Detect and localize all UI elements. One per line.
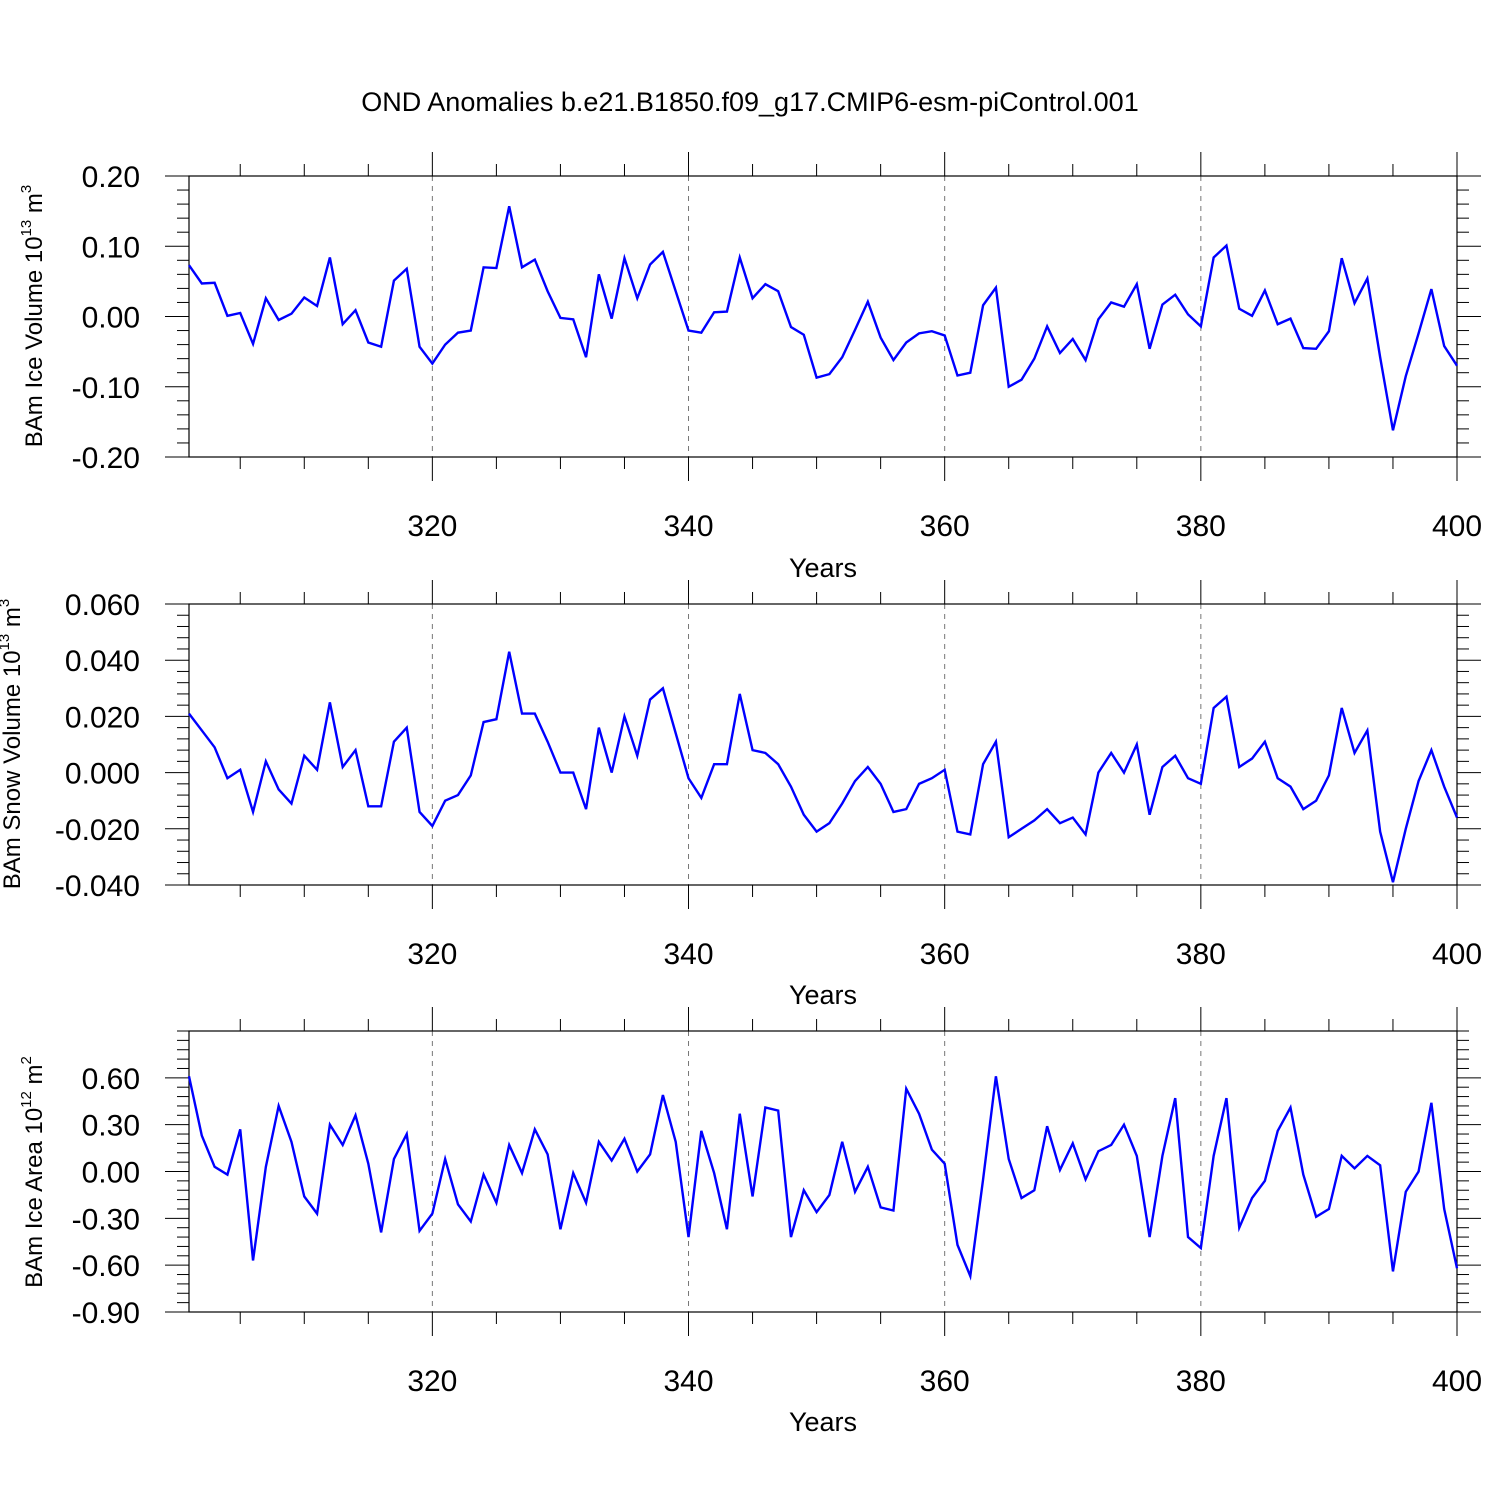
- x-tick-labels: 320 340 360 380 400: [407, 510, 1482, 543]
- x-tick-label: 320: [407, 1365, 457, 1398]
- x-axis-label: Years: [789, 1407, 857, 1437]
- x-tick-label: 380: [1176, 938, 1226, 971]
- panel-snow-volume: -0.040 -0.020 0.000 0.020 0.040 0.060 32…: [0, 580, 1482, 1010]
- x-tick-labels: 320 340 360 380 400: [407, 1365, 1482, 1398]
- tick-marks: [165, 1007, 1481, 1336]
- y-axis-label-unit-exponent: 3: [0, 599, 13, 607]
- x-tick-label: 400: [1432, 510, 1482, 543]
- tick-marks: [165, 152, 1481, 481]
- y-tick-label: 0.10: [82, 231, 140, 264]
- x-tick-label: 320: [407, 938, 457, 971]
- grid-lines: [431, 604, 1202, 885]
- x-axis-label: Years: [789, 980, 857, 1010]
- y-axis-label-unit-exponent: 3: [18, 185, 35, 193]
- panel-ice-volume: -0.20 -0.10 0.00 0.10 0.20 320 340 360 3…: [18, 152, 1482, 583]
- plot-frame: [188, 603, 1458, 886]
- chart-title: OND Anomalies b.e21.B1850.f09_g17.CMIP6-…: [361, 87, 1138, 117]
- snow-volume-line: [188, 651, 1459, 883]
- y-tick-label: 0.040: [65, 645, 140, 678]
- y-tick-label: -0.20: [72, 442, 140, 475]
- y-axis-label-exponent: 13: [18, 220, 35, 237]
- ice-area-line: [187, 1076, 1459, 1281]
- y-tick-label: 0.20: [82, 161, 140, 194]
- y-axis-label-unit-exponent: 2: [18, 1056, 35, 1064]
- y-axis-label-text: BAm Snow Volume 10: [0, 650, 26, 889]
- y-tick-label: -0.60: [72, 1250, 140, 1283]
- x-tick-label: 380: [1176, 510, 1226, 543]
- tick-marks: [165, 580, 1481, 909]
- y-axis-label-exponent: 12: [18, 1091, 35, 1108]
- grid-lines: [431, 1031, 1202, 1312]
- y-tick-labels: -0.20 -0.10 0.00 0.10 0.20: [72, 161, 140, 475]
- y-axis-label-text: BAm Ice Area 10: [21, 1108, 48, 1288]
- x-tick-labels: 320 340 360 380 400: [407, 938, 1482, 971]
- x-axis-label: Years: [789, 553, 857, 583]
- x-tick-label: 400: [1432, 938, 1482, 971]
- y-tick-label: -0.020: [55, 814, 140, 847]
- y-tick-label: 0.30: [82, 1110, 140, 1143]
- plot-frame: [188, 175, 1458, 458]
- plot-frame: [188, 1030, 1458, 1313]
- y-tick-label: 0.060: [65, 589, 140, 622]
- y-tick-label: -0.10: [72, 372, 140, 405]
- y-axis-label: BAm Snow Volume 1013 m3: [0, 599, 26, 890]
- y-tick-label: 0.000: [65, 758, 140, 791]
- y-tick-label: 0.60: [82, 1063, 140, 1096]
- panel-ice-area: -0.90 -0.60 -0.30 0.00 0.30 0.60 320 340…: [18, 1007, 1482, 1437]
- x-tick-label: 360: [920, 1365, 970, 1398]
- y-tick-label: -0.30: [72, 1203, 140, 1236]
- y-axis-label: BAm Ice Volume 1013 m3: [18, 185, 48, 447]
- x-tick-label: 340: [663, 1365, 713, 1398]
- y-axis-label: BAm Ice Area 1012 m2: [18, 1056, 48, 1288]
- x-tick-label: 360: [920, 510, 970, 543]
- y-tick-labels: -0.90 -0.60 -0.30 0.00 0.30 0.60: [72, 1063, 140, 1330]
- x-tick-label: 400: [1432, 1365, 1482, 1398]
- x-tick-label: 380: [1176, 1365, 1226, 1398]
- y-tick-label: -0.040: [55, 870, 140, 903]
- y-axis-label-exponent: 13: [0, 634, 13, 651]
- ice-volume-line: [188, 205, 1459, 431]
- x-tick-label: 340: [663, 938, 713, 971]
- x-tick-label: 340: [663, 510, 713, 543]
- y-tick-label: 0.00: [82, 302, 140, 335]
- y-axis-label-unit: m: [0, 607, 26, 634]
- y-axis-label-unit: m: [21, 193, 48, 220]
- y-axis-label-unit: m: [21, 1064, 48, 1091]
- y-tick-label: 0.00: [82, 1157, 140, 1190]
- x-tick-label: 360: [920, 938, 970, 971]
- x-tick-label: 320: [407, 510, 457, 543]
- grid-lines: [431, 176, 1202, 457]
- y-tick-labels: -0.040 -0.020 0.000 0.020 0.040 0.060: [55, 589, 140, 903]
- y-tick-label: -0.90: [72, 1297, 140, 1330]
- y-tick-label: 0.020: [65, 701, 140, 734]
- y-axis-label-text: BAm Ice Volume 10: [21, 236, 48, 447]
